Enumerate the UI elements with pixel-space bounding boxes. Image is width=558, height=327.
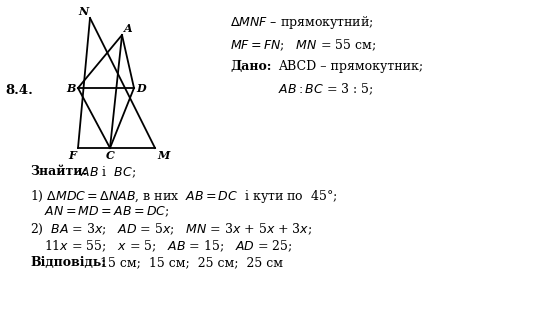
Text: Дано:: Дано: bbox=[230, 60, 271, 73]
Text: N: N bbox=[78, 6, 88, 17]
Text: 8.4.: 8.4. bbox=[5, 83, 33, 96]
Text: 1) $\Delta MDC = \Delta NAB$, в них  $AB = DC$  і кути по  45°;: 1) $\Delta MDC = \Delta NAB$, в них $AB … bbox=[30, 188, 338, 205]
Text: $MF = FN$;   $MN$ = 55 см;: $MF = FN$; $MN$ = 55 см; bbox=[230, 38, 376, 54]
Text: $AB : BC$ = 3 : 5;: $AB : BC$ = 3 : 5; bbox=[278, 82, 374, 97]
Text: A: A bbox=[124, 23, 133, 34]
Text: 11$x$ = 55;   $x$ = 5;   $AB$ = 15;   $AD$ = 25;: 11$x$ = 55; $x$ = 5; $AB$ = 15; $AD$ = 2… bbox=[44, 239, 293, 254]
Text: Відповідь:: Відповідь: bbox=[30, 256, 106, 269]
Text: ABCD – прямокутник;: ABCD – прямокутник; bbox=[278, 60, 423, 73]
Text: 15 см;  15 см;  25 см;  25 см: 15 см; 15 см; 25 см; 25 см bbox=[100, 256, 283, 269]
Text: $AN = MD = AB = DC$;: $AN = MD = AB = DC$; bbox=[44, 205, 170, 219]
Text: M: M bbox=[157, 150, 170, 161]
Text: D: D bbox=[136, 82, 146, 94]
Text: $\Delta MNF$ – прямокутний;: $\Delta MNF$ – прямокутний; bbox=[230, 14, 374, 31]
Text: Знайти:: Знайти: bbox=[30, 165, 87, 178]
Text: 2)  $BA$ = 3$x$;   $AD$ = 5$x$;   $MN$ = 3$x$ + 5$x$ + 3$x$;: 2) $BA$ = 3$x$; $AD$ = 5$x$; $MN$ = 3$x$… bbox=[30, 222, 312, 237]
Text: B: B bbox=[66, 82, 76, 94]
Text: $AB$ і  $BC$;: $AB$ і $BC$; bbox=[80, 165, 136, 181]
Text: F: F bbox=[68, 150, 76, 161]
Text: C: C bbox=[105, 150, 114, 161]
